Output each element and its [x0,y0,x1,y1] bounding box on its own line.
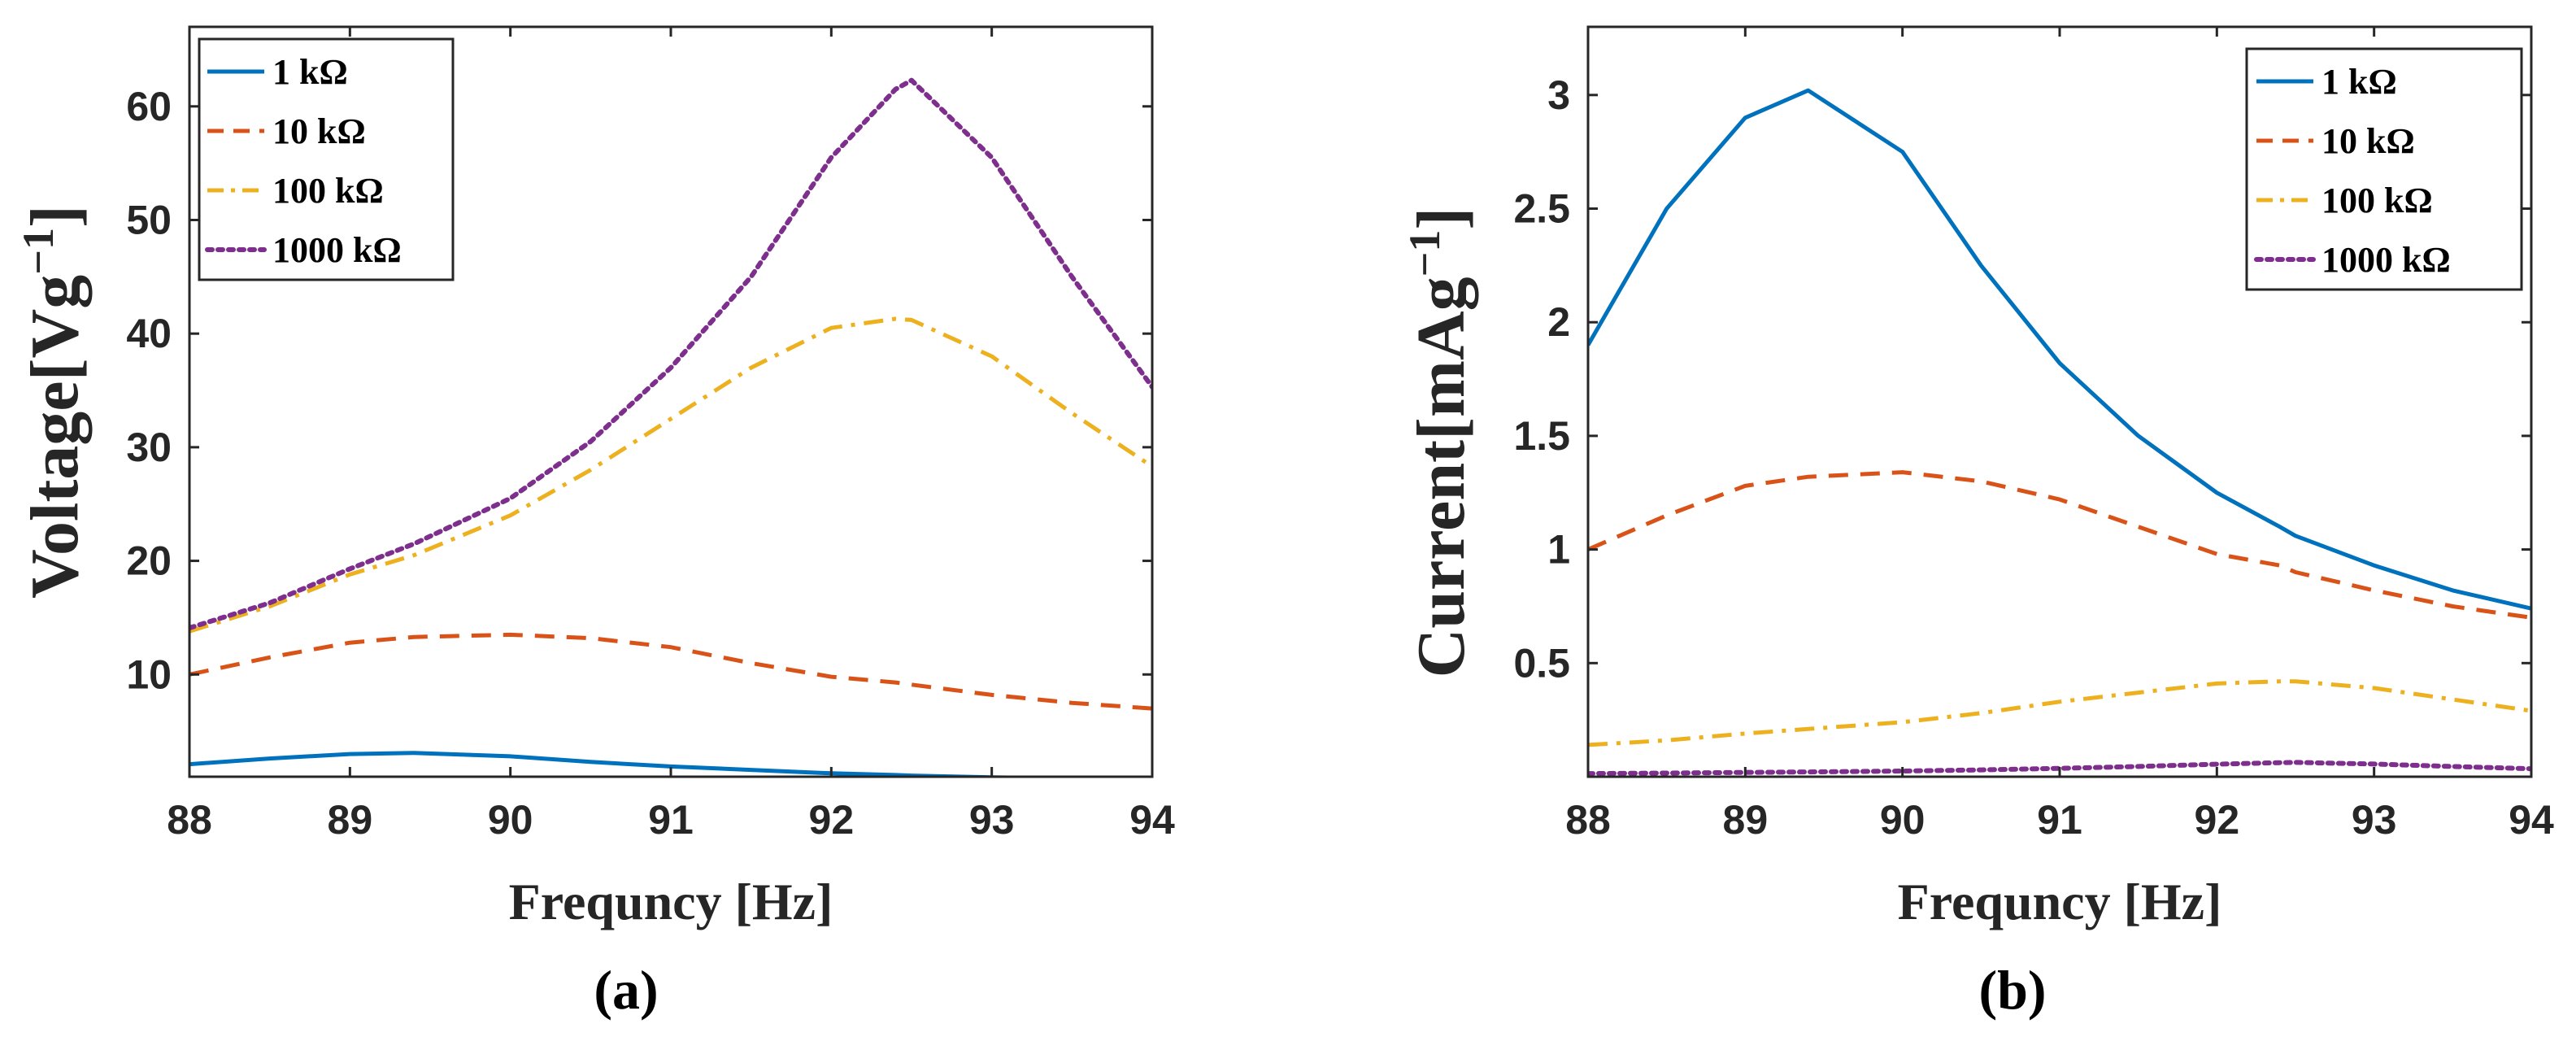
panel-a-y-tick-label-5: 60 [126,84,172,129]
panel-a-legend-label-1: 10 kΩ [272,111,366,151]
panel-b-x-tick-label-5: 93 [2352,797,2397,843]
panel-a-y-axis-label-close: ] [17,205,93,228]
panel-a-legend-label-3: 1000 kΩ [272,230,402,270]
panel-b-x-tick-label-3: 91 [2037,797,2082,843]
panel-a-caption: (a) [594,959,658,1021]
panel-a-x-axis-label: Frequncy [Hz] [509,873,833,930]
panel-b-y-axis-label-close: ] [1403,207,1479,230]
panel-a-y-tick-label-4: 50 [126,197,172,242]
panel-a-series-line-1 [189,632,1152,711]
panel-a-series-layer [189,77,1152,777]
panel-b-legend: 1 kΩ 10 kΩ 100 kΩ 1000 kΩ [2245,47,2523,291]
panel-b-legend-box [2245,47,2523,291]
panel-a-series-line-3 [189,77,1152,630]
panel-b-x-tick-label-6: 94 [2509,797,2554,843]
panel-b-series-line-2 [1588,679,2531,747]
panel-a-x-tick-label-6: 94 [1129,797,1175,843]
panel-b-legend-label-1: 10 kΩ [2321,121,2415,161]
panel-b-series-line-3 [1588,760,2531,777]
panel-a-legend: 1 kΩ 10 kΩ 100 kΩ 1000 kΩ [198,37,455,281]
panel-a-y-axis-label-sup: −1 [14,228,63,275]
panel-b-x-axis-label: Frequncy [Hz] [1898,873,2222,930]
panel-b-y-tick-label-5: 3 [1547,72,1570,118]
panel-b-legend-entries: 1 kΩ 10 kΩ 100 kΩ 1000 kΩ [2254,62,2451,280]
panel-a-x-tick-label-2: 90 [488,797,533,843]
panel-b-y-tick-label-3: 2 [1547,299,1570,345]
panel-a-legend-label-0: 1 kΩ [272,52,348,92]
panel-a-x-tick-label-5: 93 [969,797,1015,843]
panel-b: 88 89 90 91 92 93 94 0.5 1 1.5 2 2.5 3 Frequncy [Hz]… [1400,25,2554,1021]
panel-a-x-tick-label-4: 92 [809,797,855,843]
panel-a-series-line-2 [189,316,1152,634]
panel-b-y-tick-label-4: 2.5 [1513,186,1570,232]
panel-b-y-tick-label-0: 0.5 [1513,640,1570,686]
panel-b-legend-label-2: 100 kΩ [2321,181,2433,220]
panel-b-series-layer [1588,88,2531,777]
panel-b-x-tick-label-1: 89 [1723,797,1769,843]
panel-b-x-tick-label-4: 92 [2195,797,2240,843]
panel-a-legend-entries: 1 kΩ 10 kΩ 100 kΩ 1000 kΩ [205,52,402,270]
panel-a-y-tick-label-3: 40 [126,311,172,356]
panel-b-y-tick-label-1: 1 [1547,527,1570,573]
panel-b-x-tick-label-2: 90 [1880,797,1925,843]
panel-b-ticks: 88 89 90 91 92 93 94 0.5 1 1.5 2 2.5 3 [1513,27,2554,843]
panel-a-series-line-0 [189,751,1095,777]
panel-a-x-tick-label-0: 88 [167,797,212,843]
panel-a-y-tick-label-0: 10 [126,651,172,697]
panel-a-legend-label-2: 100 kΩ [272,171,384,211]
panel-b-legend-label-3: 1000 kΩ [2321,240,2451,280]
panel-b-caption: (b) [1978,959,2046,1021]
panel-b-y-tick-label-2: 1.5 [1513,413,1570,459]
panel-a-x-tick-label-3: 91 [648,797,694,843]
panel-a-legend-box [198,37,455,281]
panel-b-series-line-1 [1588,470,2531,620]
panel-b-y-axis-label-sup: −1 [1400,230,1449,277]
panel-a-y-tick-label-1: 20 [126,538,172,584]
panel-b-y-axis-label-main: Current[mAg [1403,277,1479,677]
panel-a-x-tick-label-1: 89 [328,797,373,843]
panel-b-legend-label-0: 1 kΩ [2321,62,2397,102]
panel-a-y-tick-label-2: 30 [126,425,172,470]
panel-a-y-axis-label: Voltage[Vg−1] [14,205,93,599]
panel-b-y-axis-label: Current[mAg−1] [1400,207,1479,678]
panel-b-series-line-0 [1588,88,2531,611]
panel-a-ticks: 88 89 90 91 92 93 94 10 20 30 40 50 60 [126,27,1175,843]
panel-b-x-tick-label-0: 88 [1565,797,1611,843]
panel-a-y-axis-label-main: Voltage[Vg [17,275,93,599]
panel-a: 88 89 90 91 92 93 94 10 20 30 40 50 60 Frequncy [Hz]… [14,25,1175,1021]
